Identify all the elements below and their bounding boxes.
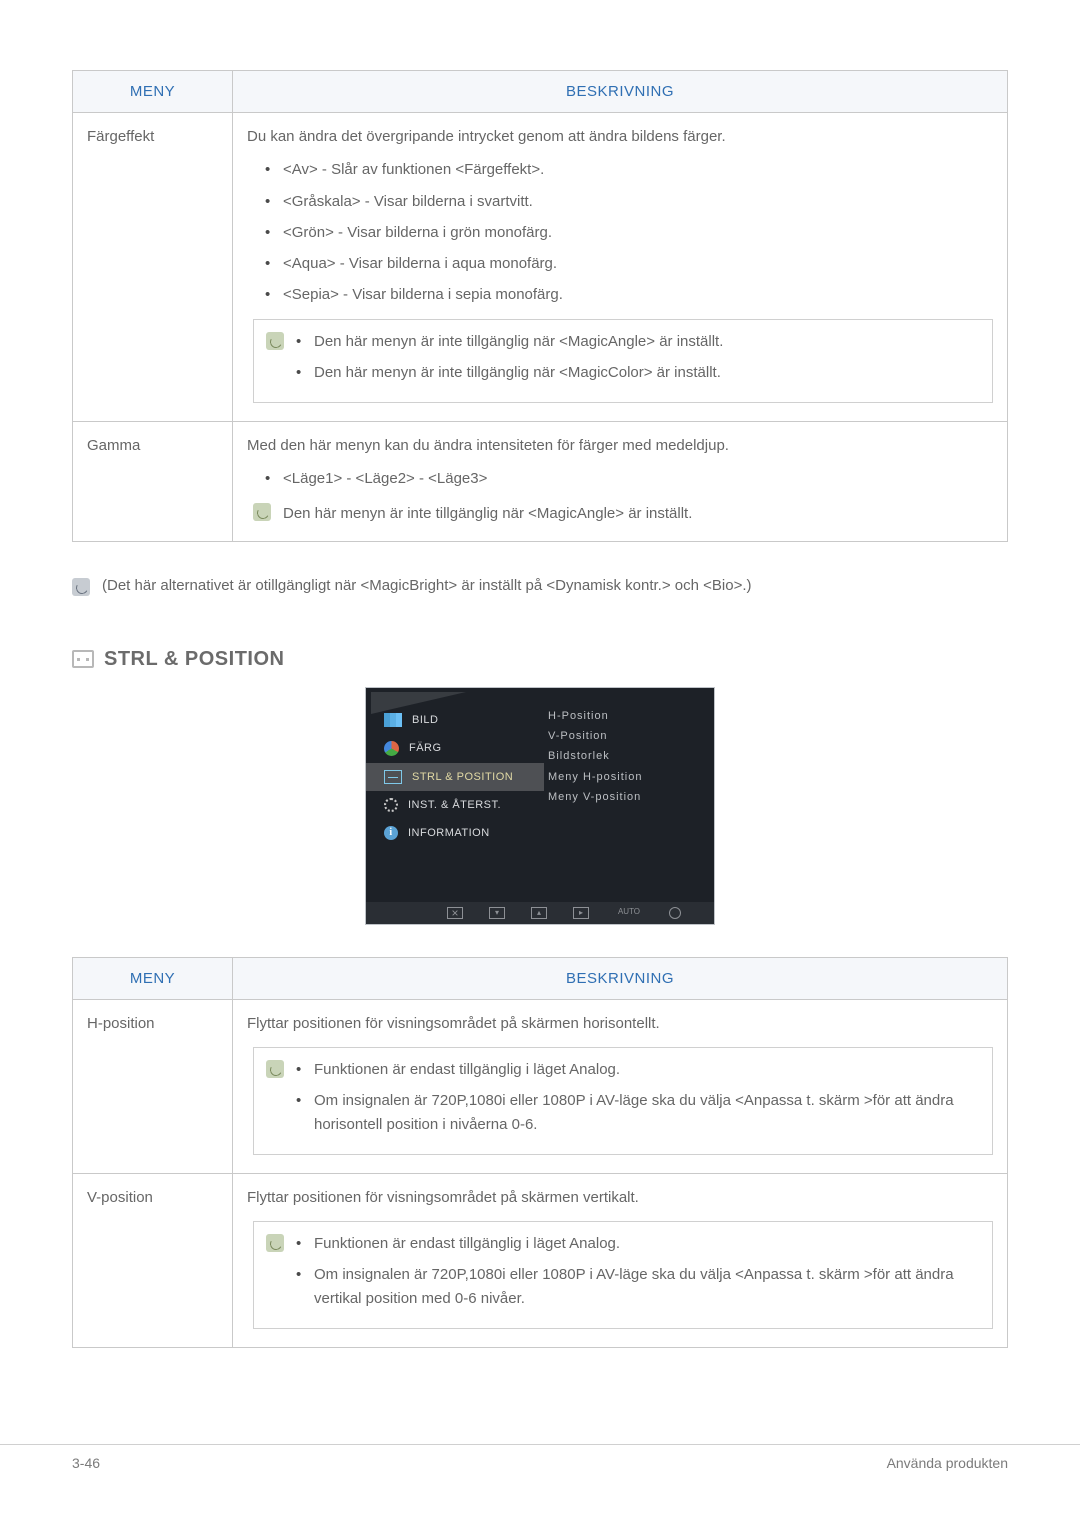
- note-list: Funktionen är endast tillgänglig i läget…: [296, 1058, 980, 1144]
- section-heading: STRL & POSITION: [72, 648, 1008, 671]
- osd-option: Meny V-position: [548, 787, 704, 807]
- down-icon: [489, 907, 505, 919]
- info-icon: [384, 826, 398, 840]
- up-icon: [531, 907, 547, 919]
- note-item: Den här menyn är inte tillgänglig när <M…: [296, 361, 980, 384]
- picture-icon: [384, 713, 402, 727]
- menu-name: Gamma: [73, 422, 233, 542]
- bullet-item: <Läge1> - <Läge2> - <Läge3>: [265, 467, 993, 490]
- th-menu: MENY: [73, 957, 233, 999]
- osd-screenshot: BILD FÄRG STRL & POSITION INST. & ÅTERST…: [365, 687, 715, 925]
- osd-label: INST. & ÅTERST.: [408, 799, 501, 811]
- osd-footer-bar: [366, 902, 714, 924]
- osd-option: Meny H-position: [548, 767, 704, 787]
- th-menu: MENY: [73, 71, 233, 113]
- menu-name: H-position: [73, 999, 233, 1173]
- osd-item-farg: FÄRG: [366, 734, 544, 763]
- menu-table-2: MENY BESKRIVNING H-position Flyttar posi…: [72, 957, 1008, 1348]
- table-row: H-position Flyttar positionen för visnin…: [73, 999, 1008, 1173]
- auto-icon: [615, 907, 643, 919]
- bullet-item: <Av> - Slår av funktionen <Färgeffekt>.: [265, 158, 993, 181]
- table-row: Färgeffekt Du kan ändra det övergripande…: [73, 113, 1008, 422]
- note-icon: [266, 1060, 284, 1078]
- bullet-item: <Gråskala> - Visar bilderna i svartvitt.: [265, 190, 993, 213]
- note-box: Funktionen är endast tillgänglig i läget…: [253, 1047, 993, 1155]
- settings-icon: [384, 798, 398, 812]
- note-list: Den här menyn är inte tillgänglig när <M…: [296, 330, 980, 393]
- note-text: Den här menyn är inte tillgänglig när <M…: [283, 501, 692, 525]
- color-icon: [384, 741, 399, 756]
- osd-option: H-Position: [548, 706, 704, 726]
- note-icon: [266, 1234, 284, 1252]
- table-row: V-position Flyttar positionen för visnin…: [73, 1173, 1008, 1347]
- osd-label: STRL & POSITION: [412, 771, 513, 783]
- power-icon: [669, 907, 681, 919]
- note-item: Funktionen är endast tillgänglig i läget…: [296, 1058, 980, 1081]
- intro-text: Du kan ändra det övergripande intrycket …: [247, 125, 993, 148]
- intro-text: Med den här menyn kan du ändra intensite…: [247, 434, 993, 457]
- menu-desc: Flyttar positionen för visningsområdet p…: [233, 1173, 1008, 1347]
- osd-label: BILD: [412, 714, 438, 726]
- osd-label: INFORMATION: [408, 827, 490, 839]
- note-box: Funktionen är endast tillgänglig i läget…: [253, 1221, 993, 1329]
- page-note: (Det här alternativet är otillgängligt n…: [72, 576, 1008, 596]
- note-item: Om insignalen är 720P,1080i eller 1080P …: [296, 1263, 980, 1310]
- bullet-list: <Av> - Slår av funktionen <Färgeffekt>. …: [247, 158, 993, 306]
- note-item: Funktionen är endast tillgänglig i läget…: [296, 1232, 980, 1255]
- bullet-item: <Sepia> - Visar bilderna i sepia monofär…: [265, 283, 993, 306]
- osd-option: Bildstorlek: [548, 746, 704, 766]
- right-icon: [573, 907, 589, 919]
- menu-desc: Flyttar positionen för visningsområdet p…: [233, 999, 1008, 1173]
- note-icon: [72, 578, 90, 596]
- osd-right-list: H-Position V-Position Bildstorlek Meny H…: [544, 688, 714, 898]
- table-row: Gamma Med den här menyn kan du ändra int…: [73, 422, 1008, 542]
- th-desc: BESKRIVNING: [233, 71, 1008, 113]
- size-position-icon: [384, 770, 402, 784]
- menu-name: V-position: [73, 1173, 233, 1347]
- page-number: 3-46: [72, 1455, 100, 1471]
- bullet-item: <Aqua> - Visar bilderna i aqua monofärg.: [265, 252, 993, 275]
- osd-label: FÄRG: [409, 742, 442, 754]
- menu-desc: Med den här menyn kan du ändra intensite…: [233, 422, 1008, 542]
- osd-option: V-Position: [548, 726, 704, 746]
- note-icon: [253, 503, 271, 521]
- bullet-list: <Läge1> - <Läge2> - <Läge3>: [247, 467, 993, 490]
- note-item: Om insignalen är 720P,1080i eller 1080P …: [296, 1089, 980, 1136]
- note-inline: Den här menyn är inte tillgänglig när <M…: [253, 501, 993, 525]
- note-item: Den här menyn är inte tillgänglig när <M…: [296, 330, 980, 353]
- close-icon: [447, 907, 463, 919]
- note-box: Den här menyn är inte tillgänglig när <M…: [253, 319, 993, 404]
- osd-item-inst: INST. & ÅTERST.: [366, 791, 544, 819]
- note-list: Funktionen är endast tillgänglig i läget…: [296, 1232, 980, 1318]
- section-title: STRL & POSITION: [104, 648, 284, 671]
- bullet-item: <Grön> - Visar bilderna i grön monofärg.: [265, 221, 993, 244]
- footer-title: Använda produkten: [887, 1455, 1008, 1471]
- menu-desc: Du kan ändra det övergripande intrycket …: [233, 113, 1008, 422]
- position-icon: [72, 650, 94, 668]
- menu-name: Färgeffekt: [73, 113, 233, 422]
- th-desc: BESKRIVNING: [233, 957, 1008, 999]
- intro-text: Flyttar positionen för visningsområdet p…: [247, 1186, 993, 1209]
- osd-shine: [371, 692, 466, 714]
- menu-table-1: MENY BESKRIVNING Färgeffekt Du kan ändra…: [72, 70, 1008, 542]
- osd-left-menu: BILD FÄRG STRL & POSITION INST. & ÅTERST…: [366, 688, 544, 898]
- intro-text: Flyttar positionen för visningsområdet p…: [247, 1012, 993, 1035]
- osd-item-strl: STRL & POSITION: [366, 763, 544, 791]
- page-note-text: (Det här alternativet är otillgängligt n…: [102, 576, 752, 594]
- note-icon: [266, 332, 284, 350]
- page-footer: 3-46 Använda produkten: [0, 1444, 1080, 1471]
- osd-item-info: INFORMATION: [366, 819, 544, 847]
